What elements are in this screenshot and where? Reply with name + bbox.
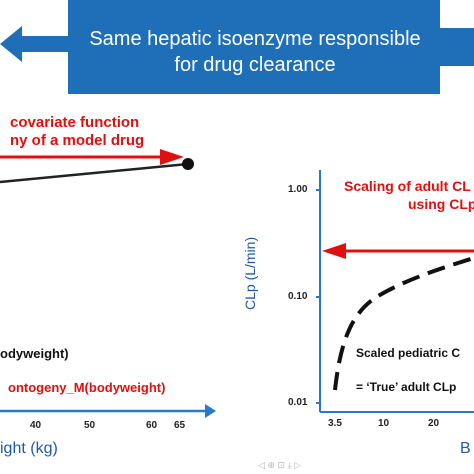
left-x-tick-40: 40 [30,420,42,431]
banner-shape [0,0,474,94]
end-dot [182,158,194,170]
banner-title: Same hepatic isoenzyme responsible for d… [70,26,440,78]
scaled-curve [333,256,474,391]
red-arrow-head [160,149,184,165]
toolbar-download-icon[interactable]: ⤓ [287,460,292,470]
left-panel: covariate function ny of a model drug od… [0,100,230,474]
right-title-line-2: using CLp [408,196,474,212]
banner-line-2: for drug clearance [174,54,336,76]
left-x-tick-65: 65 [174,420,186,431]
left-x-tick-60: 60 [146,420,158,431]
right-panel: CLp (L/min) 1.00 0.10 0.01 Scaling of ad… [242,140,474,474]
left-x-tick-50: 50 [84,420,96,431]
right-y-tick-1: 1.00 [288,184,308,195]
left-legend-1: odyweight) [0,346,69,361]
left-plot [0,149,216,418]
left-legend-2: ontogeny_M(bodyweight) [8,380,166,395]
toolbar-next-icon[interactable]: ▷ [294,460,301,470]
right-x-tick-20: 20 [428,418,440,429]
right-red-arrow-head [322,243,346,259]
toolbar-prev-icon[interactable]: ◁ [258,460,265,470]
right-legend-2: = ‘True’ adult CLp [356,380,457,394]
x-axis-arrow [205,404,216,418]
toolbar-fit-icon[interactable]: ⊡ [277,460,286,470]
right-x-tick-10: 10 [378,418,390,429]
toolbar-zoom-icon[interactable]: ⊕ [267,460,275,470]
right-plot [316,170,474,413]
right-y-tick-010: 0.10 [288,291,308,302]
right-x-label: B [460,440,471,457]
left-x-label: ight (kg) [0,440,58,457]
figure-toolbar[interactable]: ◁ ⊕ ⊡ ⤓ ▷ [258,460,301,471]
right-x-tick-35: 3.5 [328,418,342,429]
right-y-tick-001: 0.01 [288,397,308,408]
banner-line-1: Same hepatic isoenzyme responsible [89,28,421,50]
left-title-line-2: ny of a model drug [10,132,145,149]
top-banner: Same hepatic isoenzyme responsible for d… [0,0,474,100]
left-title-line-1: covariate function [10,114,140,131]
right-title-line-1: Scaling of adult CL [344,178,471,194]
right-legend-1: Scaled pediatric C [356,346,461,360]
